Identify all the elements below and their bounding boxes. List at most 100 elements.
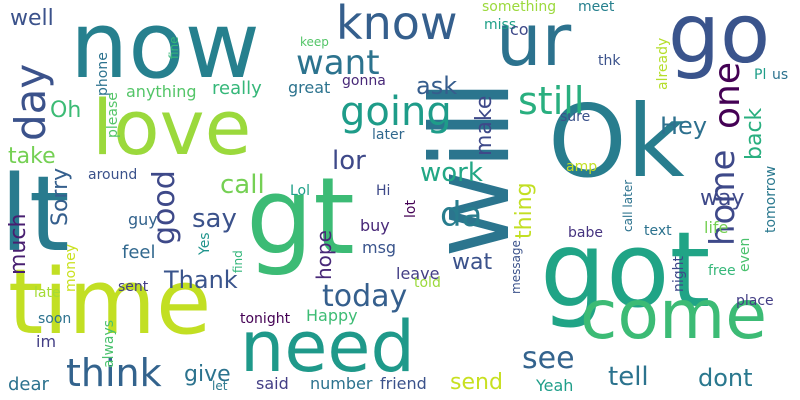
word-one: one [707,62,748,129]
word-pl: Pl [754,67,767,83]
word-much: much [6,213,31,275]
word-sent: sent [118,279,149,295]
word-free: free [708,263,736,279]
word-place: place [736,293,774,309]
word-still: still [518,79,585,123]
word-text: text [644,223,672,239]
word-make: make [472,95,497,156]
word-ask: ask [416,72,458,100]
word-hey: Hey [660,112,708,140]
word-night: night [671,255,687,292]
word-love: love [92,83,252,172]
word-fine: fine [167,36,181,59]
word-day: day [6,63,55,141]
word-guy: guy [128,210,158,229]
word-phone: phone [95,52,111,96]
word-good: good [147,170,182,245]
word-life: life [704,218,729,237]
word-buy: buy [360,216,390,235]
word-know: know [336,0,458,50]
word-lol: Lol [290,183,311,199]
word-da: da [440,195,483,235]
word-said: said [256,374,289,393]
word-friend: friend [380,374,427,393]
word-going: going [340,89,452,135]
word-dear: dear [8,374,49,395]
word-number: number [310,374,373,393]
word-anything: anything [126,82,197,101]
word-let: let [212,379,228,393]
word-tell: tell [608,362,649,392]
word-oh: Oh [50,98,82,123]
word-hope: hope [312,230,336,280]
word-call-later: call later [621,179,635,232]
word-around: around [88,167,138,183]
word-ur: ur [496,0,572,82]
word-even: even [737,237,753,272]
word-give: give [184,362,231,387]
word-hi: Hi [376,183,391,199]
word-send: send [450,370,503,395]
word-feel: feel [122,242,156,263]
word-find: find [231,250,245,273]
word-money: money [63,244,79,292]
word-keep: keep [300,35,329,49]
word-back: back [742,107,767,160]
word-lt: lt [0,153,70,275]
word-amp: amp [566,159,598,175]
word-tonight: tonight [240,311,291,327]
word-lot: lot [403,200,419,218]
word-say: say [192,204,237,234]
word-late: late [34,285,61,301]
word-really: really [212,78,262,99]
word-well: well [10,6,54,31]
word-something: something [482,0,557,15]
word-msg: msg [362,238,397,257]
word-tomorrow: tomorrow [763,165,779,233]
word-yeah: Yeah [536,376,574,395]
word-always: always [101,319,117,368]
word-already: already [655,37,671,90]
word-happy: Happy [306,306,358,325]
word-sorry: Sorry [48,167,73,226]
word-come: come [580,276,768,355]
word-thank: Thank [164,266,238,294]
word-take: take [8,144,56,169]
word-now: now [70,0,260,99]
word-way: way [700,186,745,211]
word-want: want [296,43,380,83]
word-sure: sure [560,109,591,125]
word-gt: gt [246,155,355,278]
word-please: please [105,92,121,138]
word-message: message [509,240,523,294]
word-see: see [522,341,575,376]
word-leave: leave [396,264,440,283]
word-yes: Yes [197,232,213,255]
word-think: think [66,351,162,395]
word-later: later [372,127,405,143]
word-wat: wat [452,250,493,275]
word-need: need [240,306,415,388]
word-go: go [668,0,771,82]
word-gonna: gonna [342,73,386,89]
word-call: call [220,170,265,200]
word-dont: dont [698,364,753,392]
word-work: work [420,158,483,188]
word-got: got [540,209,711,331]
word-today: today [322,279,408,314]
word-meet: meet [578,0,615,15]
word-soon: soon [38,311,72,327]
word-babe: babe [568,225,603,241]
word-thing: thing [512,182,537,239]
word-lor: lor [332,146,366,176]
word-told: told [414,275,441,291]
word-miss: miss [484,17,517,33]
word-im: im [36,332,57,351]
word-thk: thk [598,53,621,69]
word-great: great [288,78,331,97]
word-co: co [510,20,529,39]
word-time: time [8,250,212,355]
word-us: us [772,67,789,83]
word-ok: Ok [548,83,685,200]
